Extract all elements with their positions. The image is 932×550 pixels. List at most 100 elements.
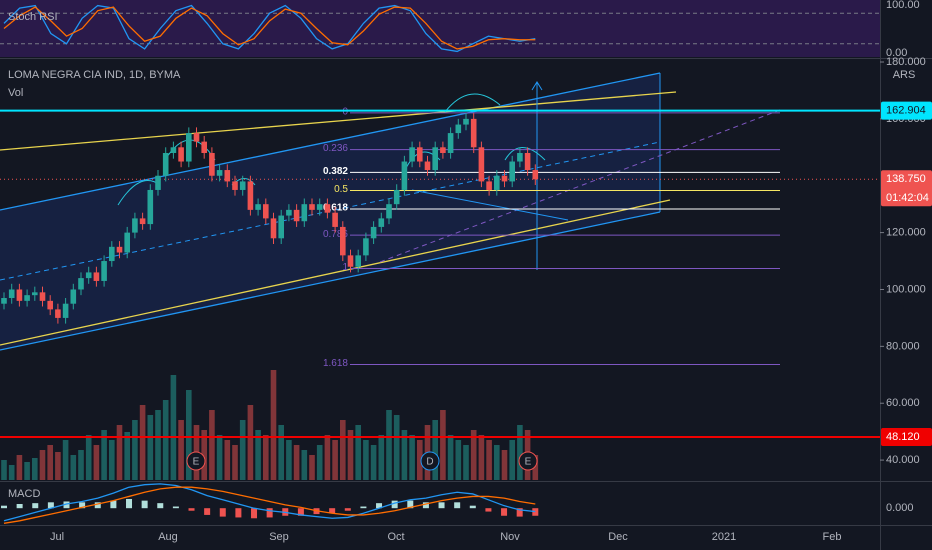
macd-histogram — [469, 505, 476, 509]
candle-body — [186, 133, 192, 162]
candle-body — [109, 246, 115, 262]
candle-body — [378, 218, 385, 227]
volume-bar — [93, 445, 100, 480]
volume-bar — [255, 430, 261, 480]
event-marker — [186, 451, 206, 471]
price-tag — [881, 101, 932, 120]
volume-bar — [470, 430, 477, 480]
volume-bar — [378, 435, 385, 480]
volume-bar — [247, 405, 254, 480]
candle-body — [301, 204, 308, 222]
macd-histogram — [157, 503, 164, 509]
event-label: E — [193, 457, 200, 468]
macd-histogram — [297, 508, 304, 516]
candle-body — [16, 289, 23, 301]
volume-bar — [186, 390, 192, 480]
macd-histogram — [454, 502, 461, 509]
y-tick-label: 60.000 — [886, 397, 920, 409]
volume-label: Vol — [8, 87, 23, 99]
trendline — [0, 91, 677, 151]
volume-bar — [124, 432, 130, 480]
candle-body — [401, 161, 408, 190]
candle-body — [478, 147, 485, 182]
macd-histogram — [235, 508, 242, 518]
candle-body — [409, 147, 415, 162]
price-tag — [881, 428, 932, 447]
candle-body — [32, 292, 38, 296]
x-tick-label: Nov — [500, 531, 520, 543]
y-tick-label: 40.000 — [886, 454, 920, 466]
volume-bar — [401, 430, 408, 480]
macd-histogram — [94, 502, 101, 509]
candle-body — [162, 152, 169, 176]
macd-histogram — [501, 508, 508, 516]
volume-bar — [494, 445, 500, 480]
candle-body — [532, 170, 539, 180]
volume-bar — [417, 440, 423, 480]
macd-histogram — [391, 500, 398, 509]
macd-histogram — [485, 508, 492, 512]
arrow — [411, 189, 569, 221]
candle-body — [132, 218, 138, 233]
candle-body — [263, 204, 269, 219]
volume-bar — [155, 410, 161, 480]
x-tick-label: Jul — [50, 531, 64, 543]
candle-body — [447, 133, 454, 153]
y-tick-label: 0.000 — [886, 502, 914, 514]
x-tick-label: 2021 — [712, 531, 736, 543]
volume-bar — [47, 445, 53, 480]
fib-label: 0.382 — [323, 166, 348, 177]
y-tick-label: 180.000 — [886, 56, 926, 68]
volume-bar — [232, 445, 238, 480]
event-marker — [420, 451, 440, 471]
candle-body — [101, 261, 107, 281]
x-tick-label: Dec — [608, 531, 628, 543]
candle-body — [193, 133, 200, 142]
x-tick-label: Sep — [269, 531, 289, 543]
candle-body — [524, 152, 531, 171]
x-tick-label: Oct — [387, 531, 404, 543]
volume-bar — [370, 445, 377, 480]
macd-histogram — [188, 508, 195, 511]
candle-body — [209, 152, 215, 176]
volume-bar — [278, 425, 284, 480]
volume-bar — [109, 440, 115, 480]
candle-body — [47, 300, 53, 310]
candle-body — [62, 303, 69, 318]
macd-histogram — [110, 500, 117, 509]
volume-bar — [532, 455, 539, 480]
macd-histogram — [438, 502, 445, 509]
volume-bar — [386, 410, 392, 480]
candle-body — [486, 181, 492, 190]
volume-bar — [62, 440, 69, 480]
volume-bar — [409, 435, 415, 480]
macd-histogram — [516, 508, 523, 517]
macd-title: MACD — [8, 488, 40, 500]
volume-bar — [178, 420, 184, 480]
candle-body — [1, 298, 7, 304]
volume-bar — [316, 445, 323, 480]
volume-bar — [8, 465, 15, 480]
macd-histogram — [360, 506, 367, 509]
volume-bar — [55, 452, 61, 480]
volume-bar — [170, 375, 177, 480]
currency: ARS — [893, 69, 916, 81]
countdown: 01:42:04 — [886, 192, 929, 204]
macd-histogram — [79, 502, 86, 509]
macd-histogram — [407, 500, 414, 509]
y-tick-label: 80.000 — [886, 340, 920, 352]
candle-body — [463, 118, 469, 125]
volume-bar — [501, 450, 508, 480]
candle-body — [247, 181, 254, 210]
candle-body — [509, 161, 515, 182]
volume-bar — [85, 435, 92, 480]
volume-bar — [78, 450, 84, 480]
macd-histogram — [422, 502, 429, 509]
volume-bar — [70, 455, 77, 480]
macd-histogram — [126, 498, 133, 509]
candle-body — [270, 218, 277, 239]
candle-body — [170, 147, 177, 153]
y-tick-label: 100.000 — [886, 283, 926, 295]
candle-body — [501, 175, 508, 182]
volume-bar — [139, 405, 146, 480]
